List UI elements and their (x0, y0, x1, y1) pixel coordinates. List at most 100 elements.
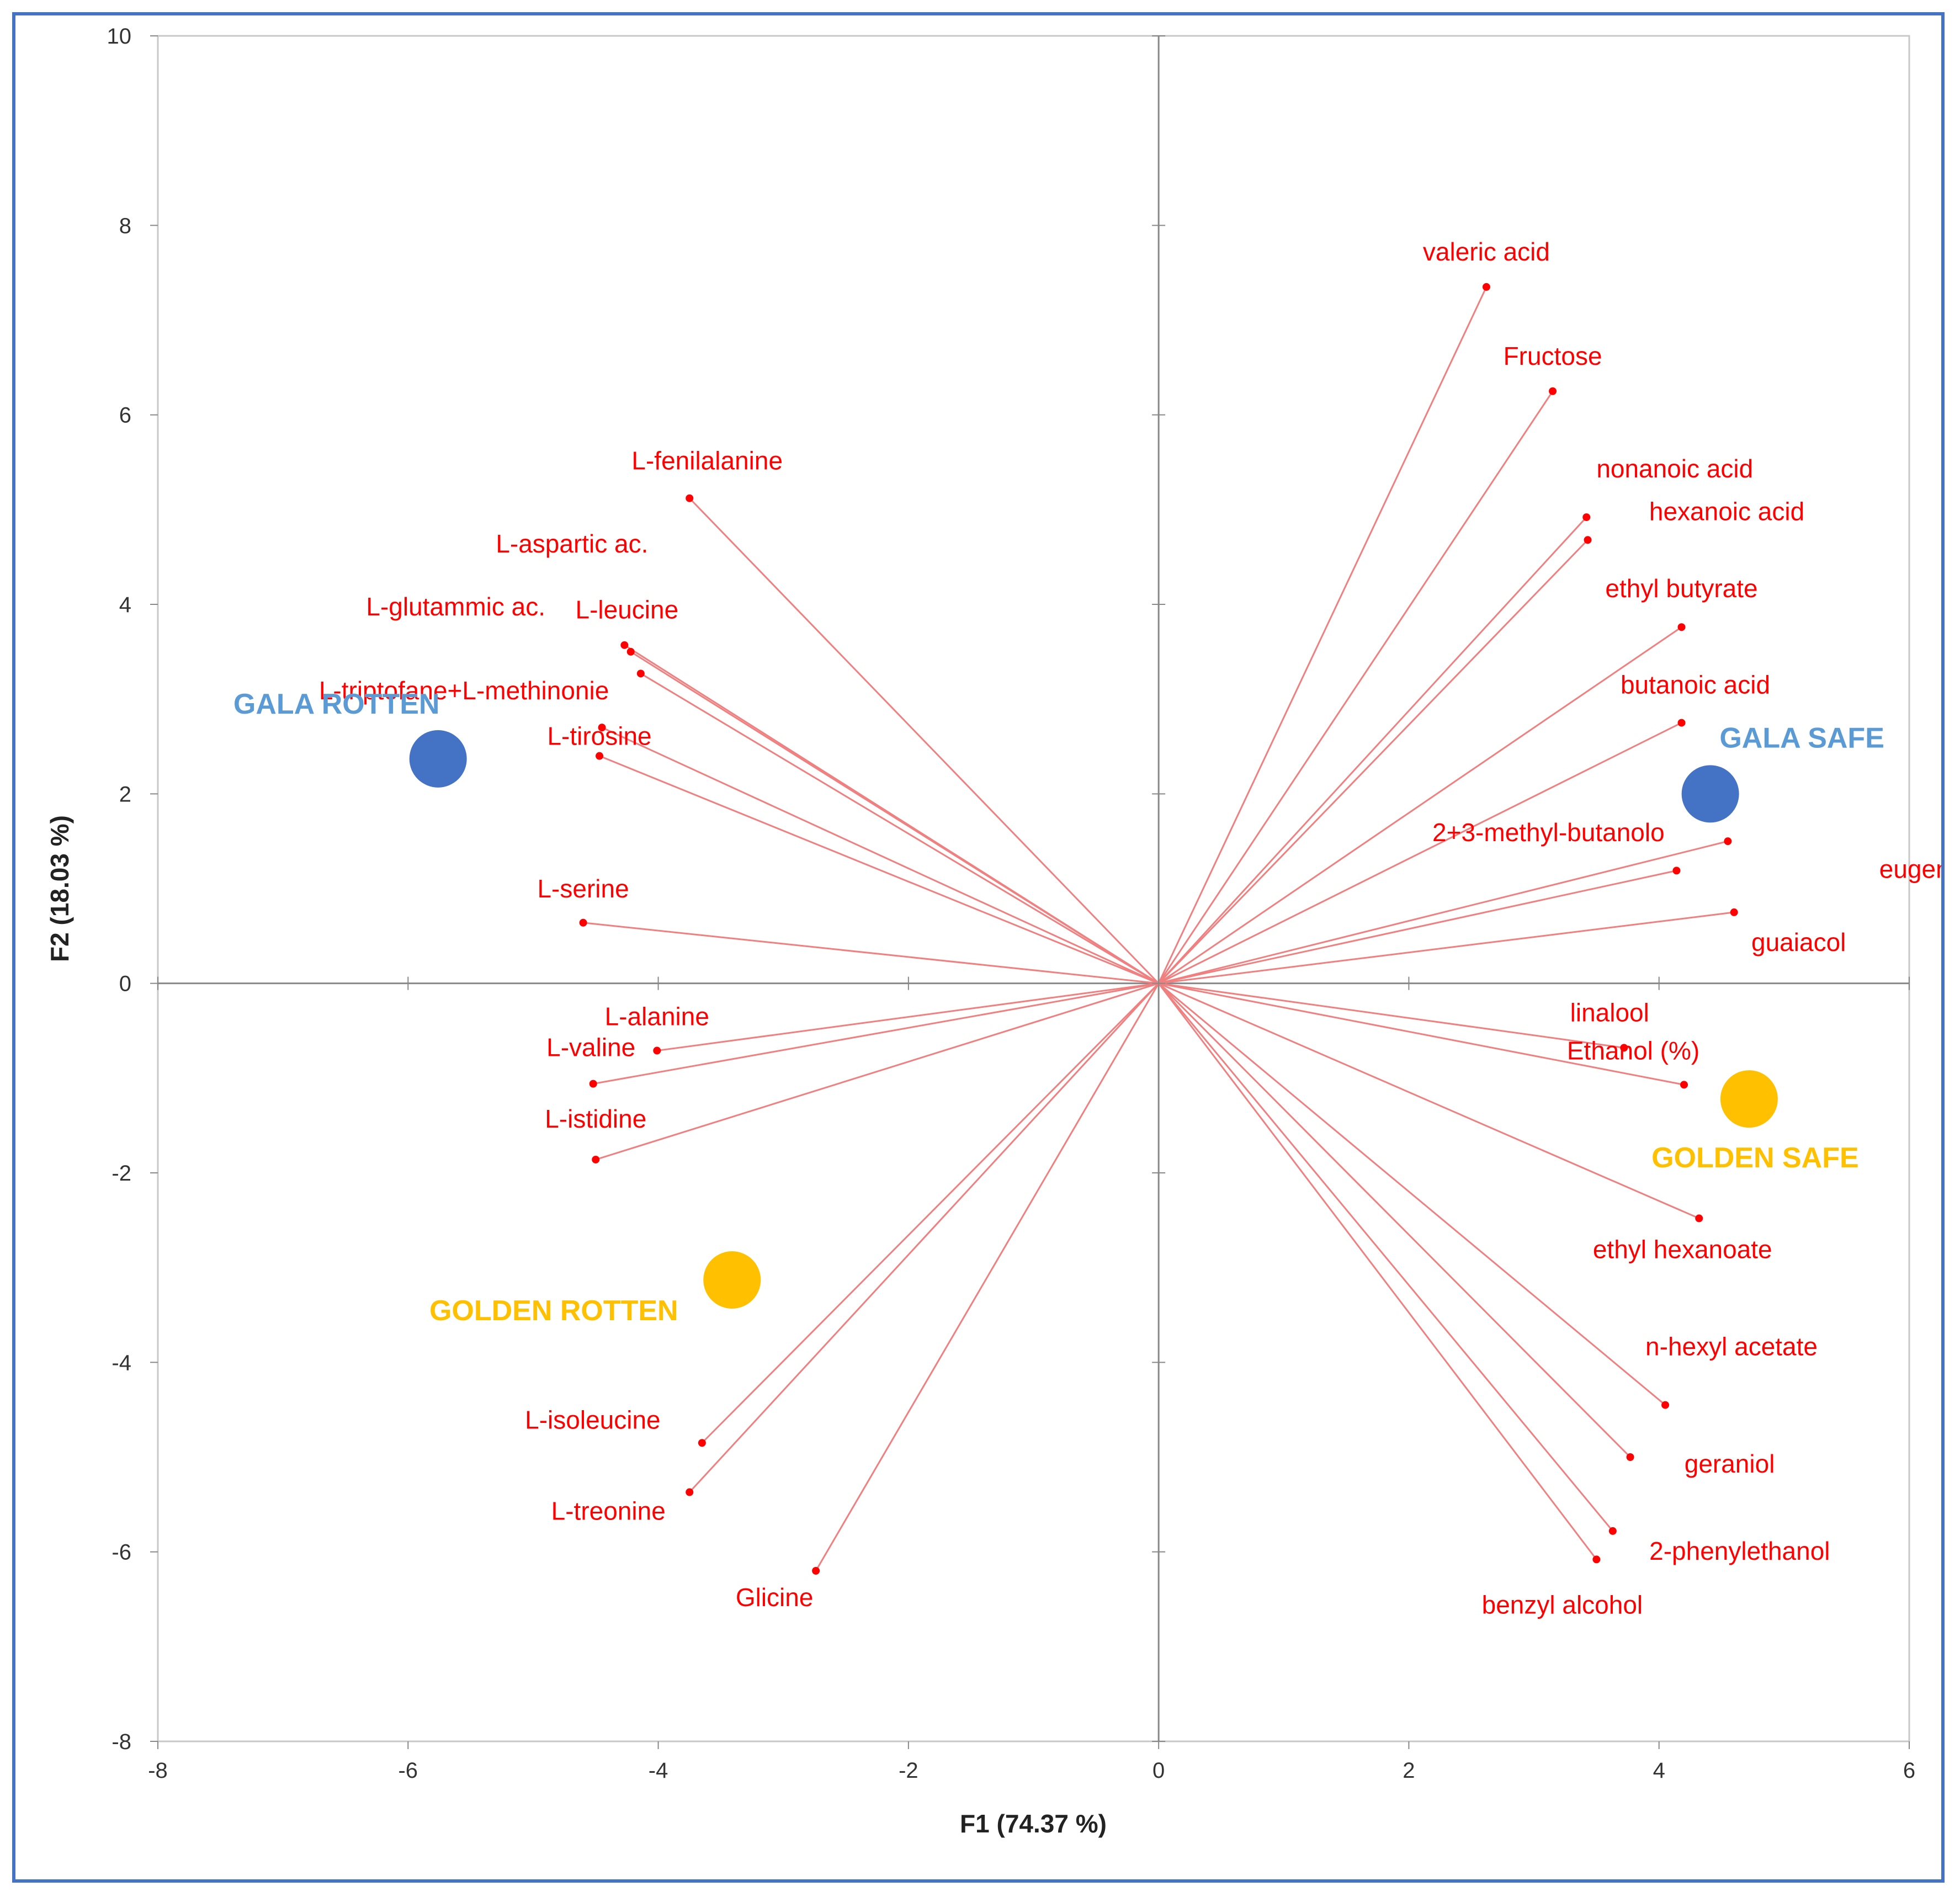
loading-vector (689, 982, 1160, 1493)
variable-label: L-triptofane+L-methinonie (319, 676, 609, 705)
loading-vector (815, 982, 1160, 1571)
loading-vector (1157, 390, 1554, 984)
observation-label: GALA SAFE (1719, 722, 1884, 754)
variable-label: 2-phenylethanol (1649, 1537, 1830, 1565)
loading-vector (1157, 982, 1614, 1532)
x-tick-label: 0 (1152, 1758, 1165, 1783)
observation-label: GALA ROTTEN (233, 688, 440, 720)
loading-point (596, 752, 604, 760)
pca-biplot: valeric acid Fructose nonanoic acid hexanoi… (45, 24, 1941, 1838)
variable-label: L-istidine (545, 1104, 646, 1133)
loading-point (1584, 536, 1592, 544)
loading-point (1620, 1044, 1628, 1052)
variable-label: benzyl alcohol (1482, 1590, 1643, 1619)
loading-point (1592, 1555, 1601, 1564)
y-tick-label: 2 (119, 782, 131, 806)
variable-label: L-leucine (575, 595, 678, 624)
loading-vector (593, 982, 1159, 1085)
loading-vector (1158, 982, 1631, 1458)
y-tick-label: 6 (119, 403, 131, 428)
variable-label: n-hexyl acetate (1645, 1332, 1818, 1361)
variable-label: L-fenilalanine (631, 447, 783, 475)
loading-point (620, 641, 629, 649)
chart-frame: valeric acid Fructose nonanoic acid hexanoi… (12, 12, 1945, 1883)
loading-point (653, 1046, 661, 1055)
loading-point (1724, 837, 1732, 846)
y-tick-label: 4 (119, 593, 131, 617)
loading-vector (1158, 626, 1682, 984)
loading-point (1695, 1214, 1703, 1223)
loading-point (686, 494, 694, 502)
loading-point (1661, 1401, 1670, 1409)
loading-vector (1158, 517, 1587, 984)
variable-label: eugenolo (1879, 854, 1941, 883)
observation-point (703, 1251, 761, 1309)
y-tick-label: -8 (111, 1730, 131, 1754)
loading-vector (583, 922, 1159, 985)
loading-vector (657, 982, 1159, 1052)
loading-vector (595, 982, 1159, 1161)
loading-point (589, 1080, 597, 1088)
loading-vector (630, 651, 1159, 984)
loading-point (598, 724, 606, 732)
variable-label: L-alanine (605, 1002, 709, 1031)
y-tick-label: 8 (119, 214, 131, 238)
variable-label: L-glutammic ac. (366, 592, 545, 621)
x-tick-label: 6 (1903, 1758, 1915, 1783)
variable-label: L-serine (537, 874, 629, 903)
y-tick-label: -4 (111, 1351, 131, 1375)
loading-point (1730, 908, 1738, 916)
loading-vector (1158, 869, 1677, 985)
variable-label: Fructose (1504, 342, 1602, 370)
variable-label: L-aspartic ac. (496, 529, 648, 558)
loading-point (626, 647, 635, 656)
loading-point (1549, 387, 1557, 395)
loading-point (1672, 867, 1681, 875)
loading-vector (1158, 840, 1728, 985)
variable-label: nonanoic acid (1596, 454, 1753, 483)
variable-label: geraniol (1685, 1449, 1775, 1478)
variable-label: L-valine (546, 1033, 635, 1062)
variable-label: hexanoic acid (1649, 497, 1804, 525)
loading-vector (1157, 286, 1488, 984)
loading-vector (1158, 539, 1589, 984)
loading-point (1677, 719, 1686, 727)
observation-label: GOLDEN ROTTEN (429, 1295, 678, 1327)
variable-label: 2+3-methyl-butanolo (1432, 818, 1665, 847)
loading-vector (1157, 982, 1597, 1560)
x-tick-label: -2 (899, 1758, 918, 1783)
loading-point (1608, 1527, 1617, 1535)
variable-label: L-treonine (551, 1497, 666, 1526)
y-tick-label: -2 (111, 1161, 131, 1186)
variable-label: valeric acid (1423, 237, 1550, 266)
loading-vector (689, 497, 1160, 984)
loading-vector (1158, 982, 1624, 1049)
loading-vector (701, 982, 1160, 1444)
x-axis-title: F1 (74.37 %) (960, 1809, 1107, 1838)
loading-point (812, 1567, 820, 1575)
loading-point (636, 669, 645, 678)
loading-vector (1158, 982, 1666, 1406)
x-tick-label: -6 (398, 1758, 418, 1783)
variable-label: butanoic acid (1621, 671, 1770, 699)
loading-point (686, 1488, 694, 1496)
variable-label: ethyl hexanoate (1593, 1235, 1772, 1263)
loading-point (592, 1155, 600, 1163)
x-tick-label: 4 (1653, 1758, 1665, 1783)
variable-label: Ethanol (%) (1567, 1036, 1699, 1065)
variable-label: Glicine (736, 1583, 814, 1612)
y-axis-title: F2 (18.03 %) (45, 815, 74, 962)
variable-label: L-isoleucine (525, 1405, 660, 1434)
observation-point (409, 730, 467, 788)
plot-area (157, 35, 1910, 1742)
variable-label: L-tirosine (547, 722, 651, 751)
loading-point (579, 918, 587, 927)
x-tick-label: -8 (148, 1758, 168, 1783)
variable-label: guaiacol (1751, 928, 1846, 957)
loading-point (1582, 513, 1591, 522)
y-tick-label: 0 (119, 972, 131, 996)
loading-point (1680, 1081, 1688, 1089)
x-tick-label: 2 (1403, 1758, 1415, 1783)
loading-vector (1158, 911, 1734, 985)
observation-point (1681, 765, 1739, 823)
